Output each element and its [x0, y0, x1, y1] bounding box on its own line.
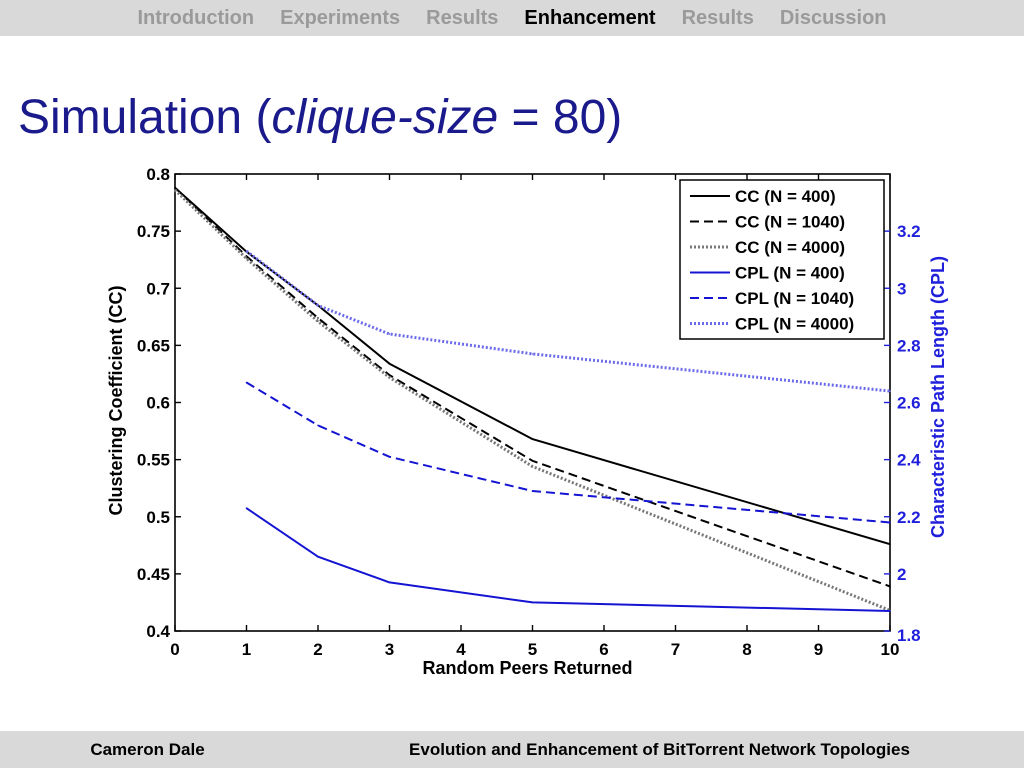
section-navbar: Introduction Experiments Results Enhance…: [0, 0, 1024, 36]
data-point-s3-1: [245, 257, 248, 260]
x-tick-label: 9: [814, 640, 823, 659]
y-right-tick-label: 2: [897, 565, 906, 584]
data-point-s1-5: [889, 543, 891, 545]
data-point-s3-4: [531, 465, 534, 468]
data-point-s6-4: [889, 390, 891, 392]
data-point-s1-4: [531, 438, 534, 440]
data-point-s3-3: [388, 376, 391, 379]
data-point-s2-3: [388, 374, 391, 376]
x-tick-label: 8: [742, 640, 751, 659]
data-point-s3-0: [174, 189, 176, 191]
x-tick-label: 5: [528, 640, 537, 659]
y-right-tick-label: 2.8: [897, 336, 921, 355]
data-point-s2-0: [174, 186, 176, 189]
y-right-axis-label: Characteristic Path Length (CPL): [928, 256, 948, 538]
data-point-s1-3: [388, 362, 391, 365]
y-left-tick-label: 0.7: [146, 279, 170, 298]
series-line-4: [245, 507, 891, 612]
nav-item-results-2[interactable]: Results: [681, 6, 754, 29]
data-point-s2-2: [317, 317, 319, 319]
slide-title: Simulation (clique-size = 80): [18, 88, 622, 148]
chart-container: 0 1 2 3 4 5 6 7 8 9 10 0.4 0.45 0.5 0.55 0.6 0.65 0.7 0.75…: [0, 150, 1024, 690]
slide-title-italic: clique-size: [271, 91, 499, 144]
data-point-s3-2: [317, 320, 319, 323]
legend-label-2: CC (N = 1040): [735, 213, 845, 232]
chart-legend: [679, 179, 885, 340]
nav-item-enhancement[interactable]: Enhancement: [524, 6, 656, 29]
data-point-s5-3: [531, 490, 534, 492]
legend-label-1: CC (N = 400): [735, 187, 836, 206]
y-right-tick-label: 2.2: [897, 508, 921, 527]
data-point-s6-3: [531, 353, 534, 355]
data-point-s5-4: [889, 521, 891, 524]
y-left-tick-label: 0.5: [146, 508, 170, 527]
legend-label-4: CPL (N = 400): [735, 264, 845, 283]
data-point-s2-5: [889, 585, 891, 588]
y-left-tick-label: 0.8: [146, 165, 170, 184]
y-left-tick-label: 0.75: [137, 222, 170, 241]
data-point-s6-2: [388, 333, 391, 335]
x-axis-label: Random Peers Returned: [422, 658, 632, 678]
x-tick-label: 2: [313, 640, 322, 659]
y-left-tick-label: 0.65: [137, 336, 170, 355]
legend-label-6: CPL (N = 4000): [735, 315, 854, 334]
y-left-tick-label: 0.55: [137, 451, 170, 470]
series-line-3: [173, 188, 891, 612]
y-left-tick-label: 0.6: [146, 394, 170, 413]
nav-item-introduction[interactable]: Introduction: [137, 6, 255, 29]
y-right-tick-label: 2.6: [897, 394, 921, 413]
series-line-1: [174, 186, 891, 546]
slide-title-prefix: Simulation (: [18, 91, 272, 144]
nav-item-experiments[interactable]: Experiments: [280, 6, 401, 29]
nav-item-results[interactable]: Results: [426, 6, 499, 29]
data-point-s4-4: [889, 610, 891, 612]
footer-author: Cameron Dale: [90, 740, 205, 759]
legend-label-3: CC (N = 4000): [735, 238, 845, 257]
x-tick-label: 6: [599, 640, 608, 659]
cc-cpl-line-chart: 0 1 2 3 4 5 6 7 8 9 10 0.4 0.45 0.5 0.55 0.6 0.65 0.7 0.75…: [106, 165, 948, 678]
x-tick-label: 4: [456, 640, 466, 659]
series-line-5: [245, 381, 891, 524]
data-point-s4-1: [317, 555, 319, 558]
data-point-s5-0: [245, 381, 248, 384]
data-point-s4-2: [388, 581, 391, 584]
data-point-s5-2: [388, 455, 391, 458]
y-left-tick-label: 0.45: [137, 565, 170, 584]
x-tick-label: 10: [881, 640, 900, 659]
nav-item-discussion[interactable]: Discussion: [779, 6, 887, 29]
x-tick-label: 3: [385, 640, 394, 659]
y-right-tick-label: 1.8: [897, 626, 921, 645]
y-right-tick-label: 3: [897, 279, 906, 298]
data-point-s4-0: [245, 507, 248, 509]
footer-talk-title: Evolution and Enhancement of BitTorrent …: [409, 740, 910, 759]
legend-label-5: CPL (N = 1040): [735, 289, 854, 308]
data-point-s6-0: [245, 250, 248, 252]
series-line-2: [174, 186, 891, 588]
y-left-axis-label: Clustering Coefficient (CC): [106, 285, 126, 515]
y-right-tick-label: 2.4: [897, 451, 921, 470]
data-point-s5-1: [317, 424, 319, 427]
data-point-s4-3: [531, 601, 534, 604]
data-point-s2-4: [531, 459, 534, 462]
x-tick-label: 7: [671, 640, 680, 659]
x-tick-label: 0: [170, 640, 179, 659]
x-tick-label: 1: [242, 640, 251, 659]
y-left-tick-label: 0.4: [146, 622, 170, 641]
footer-bar: Cameron Dale Evolution and Enhancement o…: [0, 731, 1024, 768]
data-point-s6-1: [317, 304, 319, 307]
slide-title-suffix: = 80): [498, 91, 623, 144]
y-right-tick-label: 3.2: [897, 222, 921, 241]
